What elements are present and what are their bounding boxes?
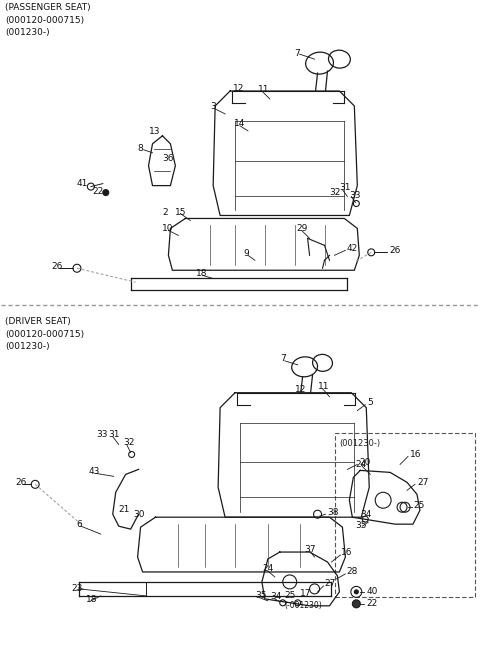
Text: 28: 28: [347, 567, 358, 577]
Text: 13: 13: [148, 127, 160, 136]
Text: 25: 25: [285, 591, 296, 600]
Text: 25: 25: [413, 501, 424, 510]
Text: 18: 18: [86, 596, 97, 604]
Text: 11: 11: [318, 382, 329, 391]
Text: 35: 35: [255, 591, 266, 600]
Text: 8: 8: [138, 144, 144, 154]
Text: 18: 18: [196, 269, 208, 277]
Text: 2: 2: [162, 208, 168, 217]
Text: 38: 38: [327, 508, 339, 517]
Circle shape: [103, 190, 109, 195]
Text: (001230-): (001230-): [339, 438, 381, 447]
Bar: [336, 432, 475, 597]
Text: 3: 3: [210, 102, 216, 112]
Text: 40: 40: [366, 587, 378, 596]
Text: 35: 35: [355, 521, 367, 529]
Text: 30: 30: [133, 510, 145, 519]
Text: 5: 5: [367, 398, 373, 407]
Text: 34: 34: [270, 592, 281, 602]
Text: 21: 21: [119, 504, 130, 514]
Circle shape: [354, 590, 358, 594]
Text: 16: 16: [410, 450, 421, 459]
Text: 26: 26: [51, 262, 62, 271]
Text: 7: 7: [295, 49, 300, 58]
Text: 23: 23: [71, 584, 83, 594]
Text: 36: 36: [162, 154, 174, 163]
Text: 6: 6: [76, 520, 82, 529]
Text: 12: 12: [233, 83, 244, 92]
Text: 31: 31: [339, 183, 351, 192]
Circle shape: [352, 600, 360, 608]
Text: 32: 32: [329, 188, 341, 197]
Text: 12: 12: [295, 385, 306, 394]
Text: 17: 17: [300, 589, 311, 598]
Text: 9: 9: [243, 249, 249, 258]
Text: 14: 14: [234, 119, 245, 129]
Text: 41: 41: [77, 179, 88, 188]
Text: 43: 43: [89, 467, 100, 476]
Text: 33: 33: [96, 430, 108, 439]
Text: 20: 20: [360, 458, 371, 467]
Text: 33: 33: [349, 191, 361, 200]
Text: 11: 11: [258, 85, 269, 94]
Text: 26: 26: [15, 478, 27, 487]
Text: 24: 24: [262, 564, 273, 573]
Text: 16: 16: [341, 548, 353, 556]
Text: 7: 7: [280, 354, 286, 363]
Text: 10: 10: [162, 224, 174, 233]
Text: 42: 42: [347, 244, 358, 253]
Text: (PASSENGER SEAT)
(000120-000715)
(001230-): (PASSENGER SEAT) (000120-000715) (001230…: [5, 3, 91, 37]
Text: 24: 24: [355, 460, 367, 469]
Text: 15: 15: [175, 208, 187, 217]
Text: 27: 27: [324, 579, 336, 588]
Text: 27: 27: [417, 478, 428, 487]
Text: 31: 31: [109, 430, 120, 439]
Text: (-001230): (-001230): [285, 602, 323, 610]
Text: 37: 37: [305, 544, 316, 554]
Text: 22: 22: [366, 600, 377, 608]
Text: (DRIVER SEAT)
(000120-000715)
(001230-): (DRIVER SEAT) (000120-000715) (001230-): [5, 317, 84, 351]
Text: 34: 34: [360, 510, 372, 519]
Text: 32: 32: [124, 438, 135, 447]
Text: 22: 22: [92, 187, 103, 196]
Text: 29: 29: [297, 224, 308, 233]
Text: 26: 26: [389, 246, 400, 255]
